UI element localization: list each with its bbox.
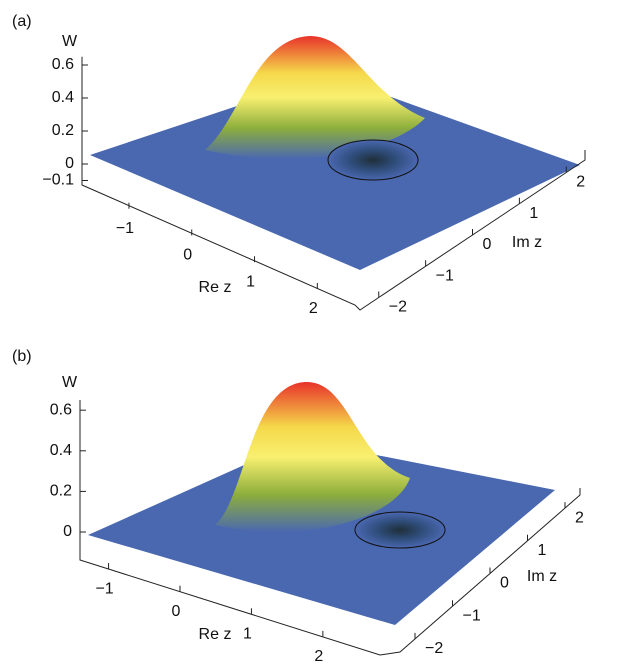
y-tick-label: 1 (529, 205, 538, 222)
peak (215, 381, 410, 533)
y-axis-label: Im z (512, 234, 542, 251)
x-tick-label: 0 (172, 603, 181, 620)
surface-a (81, 36, 586, 311)
panel-label: (a) (12, 13, 32, 30)
x-tick-label: −1 (116, 220, 134, 237)
z-tick-label: 0 (65, 155, 74, 172)
z-axis-label: W (62, 33, 78, 50)
z-tick-label: 0.4 (52, 89, 74, 106)
z-tick-label: −0.1 (42, 172, 74, 189)
box-edge (79, 488, 581, 656)
x-tick-label: 0 (183, 247, 192, 264)
x-tick-label: −1 (95, 580, 113, 597)
x-axis-label: Re z (199, 279, 232, 296)
y-tick-label: −1 (436, 267, 454, 284)
y-tick-label: 1 (538, 542, 547, 559)
z-tick-label: 0 (63, 523, 72, 540)
x-axis-label: Re z (199, 626, 232, 643)
y-tick-label: 2 (576, 174, 585, 191)
dip (354, 511, 446, 549)
y-tick-label: 0 (500, 575, 509, 592)
y-tick-label: −1 (463, 607, 481, 624)
panel-label: (b) (12, 348, 32, 365)
y-tick-label: −2 (425, 640, 443, 657)
z-tick-label: 0.2 (52, 122, 74, 139)
y-axis-label: Im z (527, 568, 557, 585)
y-tick-label: 0 (483, 236, 492, 253)
x-tick-label: 1 (246, 273, 255, 290)
x-tick-label: 2 (309, 300, 318, 317)
z-axis-label: W (62, 374, 78, 391)
x-tick-label: 1 (243, 626, 252, 643)
z-tick-label: 0.6 (52, 56, 74, 73)
y-tick-label: 2 (575, 509, 584, 526)
plane (90, 75, 580, 270)
peak (205, 36, 425, 159)
dip (327, 139, 419, 181)
z-tick-label: 0.4 (50, 442, 72, 459)
z-tick-label: 0.6 (50, 401, 72, 418)
surface-b (79, 381, 581, 656)
y-tick-label: −2 (389, 299, 407, 316)
x-tick-label: 2 (314, 648, 323, 665)
plane (88, 440, 555, 625)
z-tick-label: 0.2 (50, 483, 72, 500)
